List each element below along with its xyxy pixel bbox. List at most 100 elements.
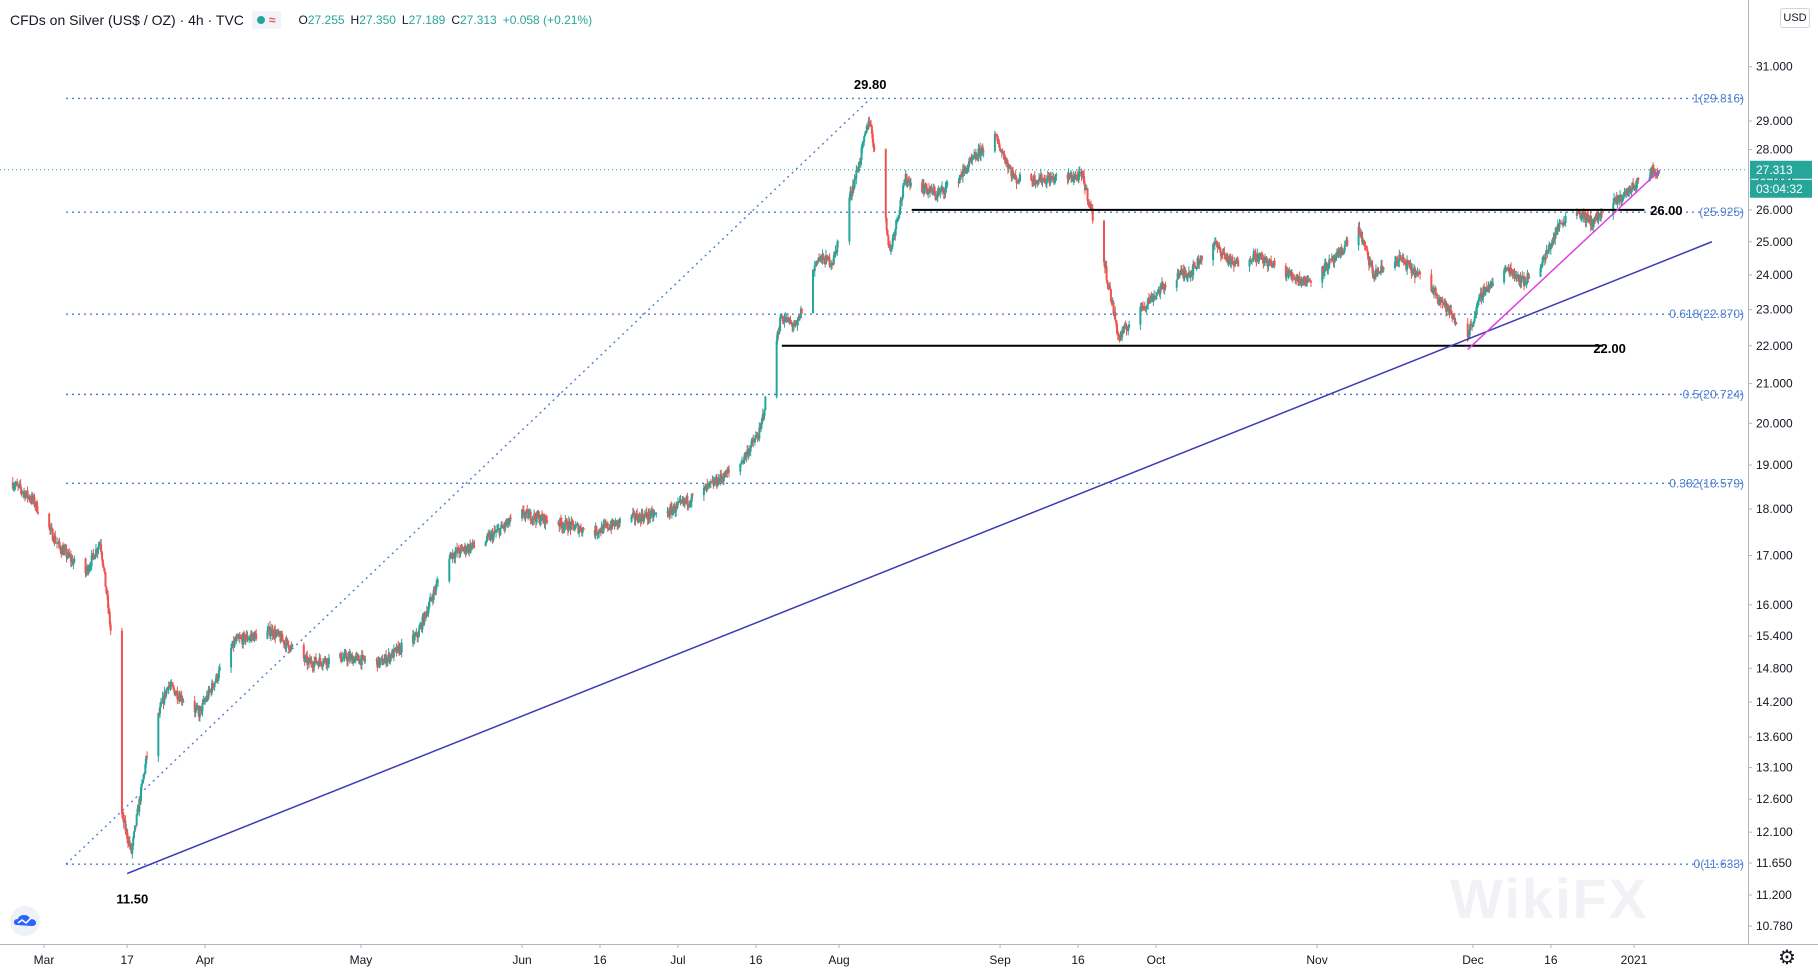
candle-body bbox=[747, 450, 750, 456]
candle-body bbox=[786, 318, 789, 322]
candle-body bbox=[564, 519, 567, 526]
candle-body bbox=[1367, 251, 1370, 260]
candle-body bbox=[211, 682, 214, 693]
candle-body bbox=[740, 463, 743, 465]
candle-body bbox=[362, 655, 365, 659]
drawings[interactable] bbox=[126, 169, 1713, 875]
candle-body bbox=[72, 562, 75, 565]
candle-body bbox=[534, 513, 537, 519]
candle-body bbox=[204, 700, 207, 702]
candle-body bbox=[776, 332, 779, 341]
candle-body bbox=[1558, 222, 1561, 228]
candle-body bbox=[890, 246, 893, 248]
candle-body bbox=[631, 514, 634, 519]
candle-body bbox=[689, 503, 692, 505]
candle-body bbox=[1632, 182, 1635, 188]
candle-body bbox=[573, 525, 575, 530]
candle-body bbox=[1197, 258, 1200, 265]
candle-body bbox=[1109, 289, 1112, 302]
candle-body bbox=[638, 514, 641, 517]
candle-body bbox=[207, 689, 210, 699]
candle-body bbox=[1335, 253, 1338, 261]
candle-body bbox=[982, 151, 985, 153]
candle-body bbox=[886, 229, 889, 236]
candle-body bbox=[1236, 259, 1239, 261]
candle-body bbox=[235, 637, 238, 641]
candle-body bbox=[1117, 334, 1120, 337]
candle-body bbox=[961, 169, 964, 178]
candle-body bbox=[850, 193, 853, 196]
candle-body bbox=[1469, 323, 1472, 330]
tradingview-cloud-icon[interactable] bbox=[10, 906, 40, 936]
candle-body bbox=[643, 515, 646, 521]
candle-body bbox=[1253, 251, 1256, 253]
candle-body bbox=[346, 656, 349, 662]
candle-body bbox=[998, 142, 1001, 148]
candle-body bbox=[631, 512, 634, 515]
candle-body bbox=[11, 482, 14, 489]
candle-body bbox=[1620, 199, 1623, 202]
candle-body bbox=[379, 660, 382, 666]
candle-body bbox=[996, 135, 999, 142]
candle-body bbox=[1154, 295, 1157, 297]
candle-body bbox=[345, 652, 348, 659]
candle-body bbox=[1115, 319, 1118, 324]
candle-body bbox=[637, 514, 640, 523]
candle-body bbox=[1008, 166, 1011, 168]
candle-body bbox=[889, 246, 892, 250]
candle-body bbox=[1587, 214, 1590, 222]
candle-body bbox=[536, 512, 539, 517]
candle-body bbox=[758, 427, 761, 439]
candle-body bbox=[88, 568, 91, 573]
candle-body bbox=[1033, 175, 1036, 184]
candle-body bbox=[385, 655, 388, 664]
candle-body bbox=[1371, 265, 1374, 274]
candle-body bbox=[563, 525, 566, 529]
candle-body bbox=[739, 463, 742, 472]
candle-body bbox=[341, 657, 344, 661]
candle-body bbox=[793, 321, 796, 326]
candle-body bbox=[606, 523, 609, 529]
candle-body bbox=[862, 142, 865, 144]
candle-body bbox=[159, 706, 162, 714]
candle-body bbox=[1114, 312, 1117, 320]
fibonacci-retracement[interactable]: 1(29.816) (25.925) 0.618(22.870) 0.5(20.724… bbox=[0, 91, 1748, 871]
candle-body bbox=[163, 692, 166, 704]
candle-body bbox=[1437, 299, 1440, 301]
candle-body bbox=[464, 545, 467, 553]
candle-body bbox=[906, 182, 909, 185]
market-status[interactable]: ≈ bbox=[251, 11, 281, 29]
candle-body bbox=[756, 435, 759, 438]
price-tick-label: 31.000 bbox=[1756, 60, 1793, 74]
candle-body bbox=[1364, 244, 1367, 247]
candle-body bbox=[65, 548, 68, 558]
candle-body bbox=[1586, 213, 1589, 215]
candle-body bbox=[1376, 271, 1379, 276]
candle-body bbox=[1071, 179, 1074, 181]
candle-body bbox=[1520, 277, 1523, 284]
candle-body bbox=[1231, 258, 1234, 261]
candle-body bbox=[165, 689, 168, 697]
time-tick-label: Mar bbox=[34, 953, 55, 967]
candle-body bbox=[854, 178, 857, 180]
candle-body bbox=[1441, 300, 1444, 304]
candle-body bbox=[1139, 306, 1142, 325]
candle-body bbox=[146, 756, 149, 758]
time-tick-label: Jun bbox=[512, 953, 531, 967]
symbol-title[interactable]: CFDs on Silver (US$ / OZ) · 4h · TVC bbox=[10, 12, 244, 28]
candle-body bbox=[1404, 262, 1407, 265]
gear-icon[interactable]: ⚙ bbox=[1778, 946, 1796, 969]
candle-body bbox=[214, 681, 217, 684]
candle-body bbox=[717, 478, 720, 485]
change-value: +0.058 (+0.21%) bbox=[502, 13, 593, 27]
candle-body bbox=[630, 518, 633, 520]
currency-button[interactable]: USD bbox=[1780, 8, 1810, 28]
candle-body bbox=[267, 628, 270, 631]
time-tick-label: Sep bbox=[989, 953, 1011, 967]
candle-body bbox=[1187, 274, 1190, 277]
candle-body bbox=[140, 783, 143, 787]
candle-body bbox=[891, 237, 894, 247]
candle-body bbox=[848, 197, 851, 242]
candle-body bbox=[1633, 186, 1635, 188]
